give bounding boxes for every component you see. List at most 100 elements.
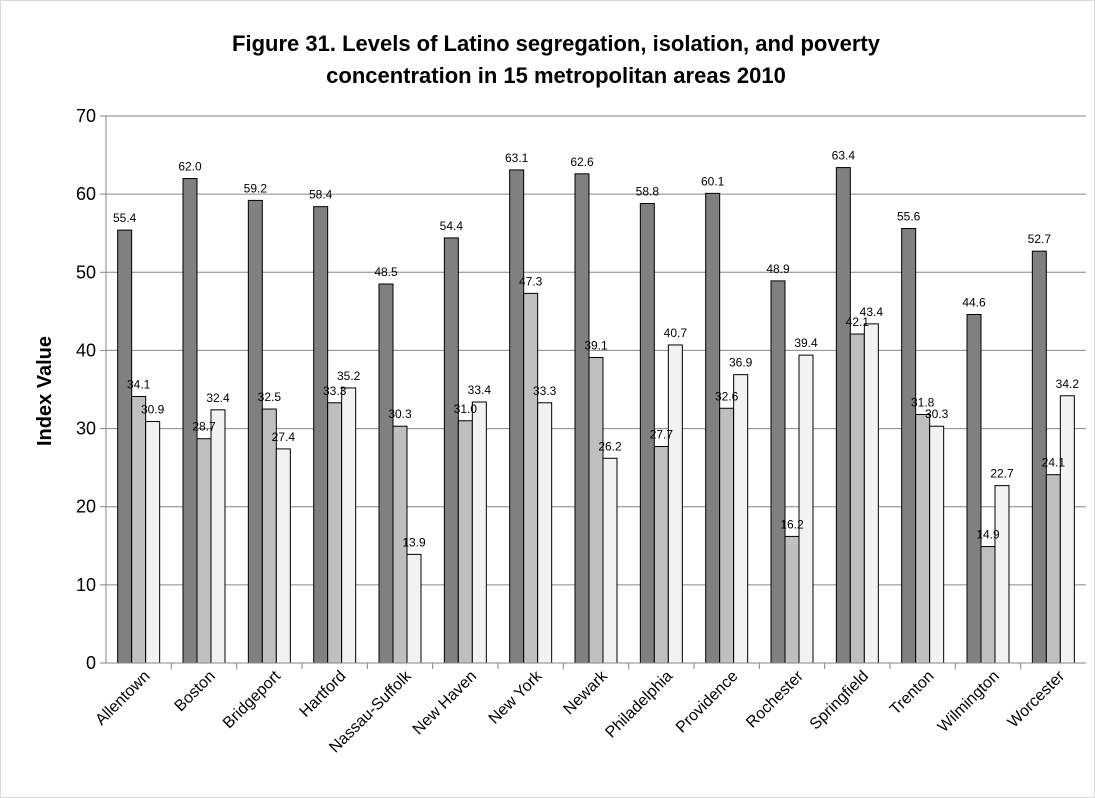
y-axis-label: Index Value [34,336,56,446]
x-tick-label: Philadelphia [602,668,676,742]
x-tick-label: New York [486,667,547,728]
data-label: 58.4 [309,188,333,202]
bar [994,485,1010,664]
bar [471,401,487,664]
data-label: 33.3 [533,384,557,398]
data-label: 35.2 [337,369,361,383]
bar [457,420,473,664]
x-tick-label: New Haven [410,668,481,739]
data-label: 31.8 [911,396,935,410]
data-label: 62.0 [178,160,202,174]
x-tick-label: Bridgeport [220,667,285,732]
data-label: 31.0 [454,402,478,416]
x-tick-label: Providence [673,668,742,737]
data-label: 27.7 [650,428,674,442]
data-label: 34.1 [127,378,151,392]
bar [733,374,749,664]
bar [849,333,865,664]
data-label: 30.9 [141,403,165,417]
data-label: 44.6 [962,295,986,309]
data-label: 30.3 [388,407,412,421]
data-label: 39.1 [584,338,608,352]
bar [602,457,618,664]
bar [275,448,291,664]
data-label: 30.3 [925,407,949,421]
data-label: 40.7 [664,326,688,340]
data-label: 36.9 [729,356,753,370]
x-tick-label: Springfield [807,668,872,733]
bar [1045,474,1061,664]
x-tick-label: Hartford [297,668,350,721]
data-label: 52.7 [1028,232,1052,246]
data-label: 47.3 [519,274,543,288]
data-label: 63.4 [832,149,856,163]
data-label: 16.2 [780,517,804,531]
bar [705,192,721,664]
y-tick-label: 0 [86,653,96,673]
data-label: 39.4 [794,336,818,350]
bar [443,237,459,664]
data-label: 32.6 [715,389,739,403]
y-tick-label: 70 [76,106,96,126]
data-label: 22.7 [990,467,1014,481]
x-tick-label: Worcester [1005,667,1069,731]
bar [117,229,133,664]
bar [901,228,917,664]
data-label: 62.6 [570,155,594,169]
bar [313,206,329,664]
data-label: 24.1 [1042,456,1066,470]
data-label: 33.4 [468,383,492,397]
data-label: 48.5 [374,265,398,279]
bar [835,167,851,664]
data-label: 28.7 [192,420,216,434]
data-label: 60.1 [701,174,725,188]
bar [1059,395,1075,664]
data-label: 32.5 [258,390,282,404]
chart-title-line-1: Figure 31. Levels of Latino segregation,… [232,31,881,56]
data-label: 59.2 [244,181,268,195]
bar [341,387,357,664]
bar [966,313,982,664]
data-label: 14.9 [976,528,1000,542]
bar [915,414,931,664]
data-label: 42.1 [846,315,870,329]
data-label: 55.4 [113,211,137,225]
x-tick-label: Newark [560,667,611,718]
bar [210,409,226,664]
y-tick-label: 50 [76,262,96,282]
bar [131,396,147,664]
bar [574,173,590,664]
data-label: 43.4 [860,305,884,319]
bar [523,292,539,664]
bar [929,425,945,664]
bar [261,408,277,664]
x-tick-label: Wilmington [935,668,1003,736]
bar [509,169,525,664]
bar [770,280,786,664]
bar [196,438,212,664]
x-tick-label: Allentown [92,668,153,729]
data-label: 54.4 [440,219,464,233]
data-label: 32.4 [206,391,230,405]
bar [537,402,553,664]
data-label: 63.1 [505,151,529,165]
data-label: 58.8 [636,185,660,199]
x-axis-ticks: Allentown Boston Bridgeport HartfordNassau-… [92,663,1069,756]
bar [798,354,814,664]
y-tick-label: 10 [76,575,96,595]
data-label: 26.2 [598,439,622,453]
data-labels: 55.4 34.1 30.9 62.0 28.7 32.4 59.2 32.5 27.4 58.4… [113,149,1079,550]
bar [588,356,604,664]
data-label: 33.3 [323,384,347,398]
bar [247,199,263,664]
data-label: 55.6 [897,210,921,224]
bar [667,344,683,664]
data-label: 48.9 [766,262,790,276]
bar [784,535,800,664]
y-tick-label: 40 [76,340,96,360]
y-tick-label: 60 [76,184,96,204]
data-label: 34.2 [1056,377,1080,391]
bar [327,402,343,664]
x-tick-label: Boston [172,668,219,715]
